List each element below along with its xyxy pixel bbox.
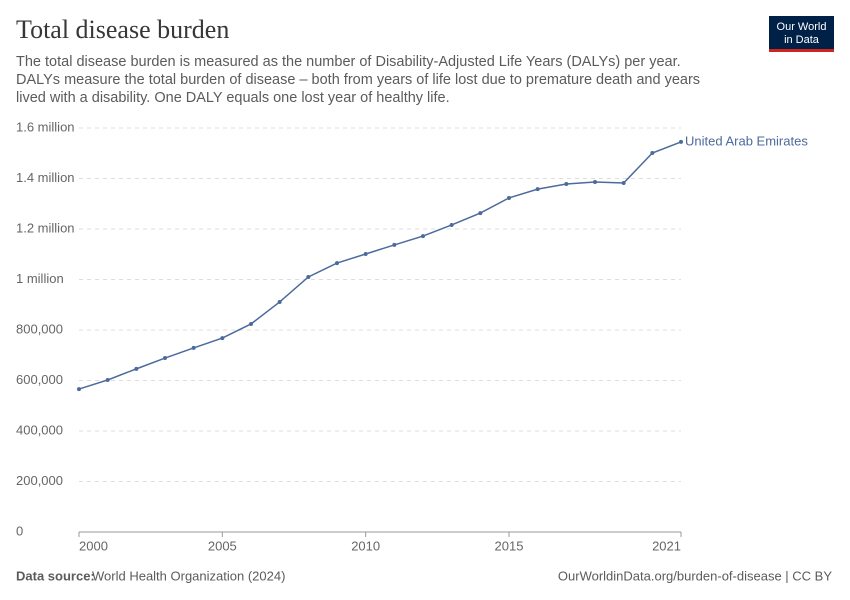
source-text: World Health Organization (2024) [92, 568, 285, 583]
point [564, 182, 569, 187]
y-tick-label: 400,000 [16, 422, 63, 437]
y-tick-label: 600,000 [16, 372, 63, 387]
y-tick-label: 0 [16, 523, 23, 538]
x-tick-label: 2015 [495, 538, 524, 553]
x-tick-label: 2005 [208, 538, 237, 553]
point [105, 377, 110, 382]
point [478, 211, 483, 216]
logo-bar [769, 49, 834, 52]
point [507, 195, 511, 200]
point [306, 274, 311, 279]
x-tick-label: 2010 [351, 538, 380, 553]
point [363, 251, 368, 256]
x-tick-label: 2021 [652, 538, 681, 553]
point [249, 321, 253, 326]
point [650, 150, 655, 155]
point [679, 139, 683, 144]
point [392, 242, 397, 247]
logo-text: Our World [777, 21, 827, 33]
y-tick-label: 1.6 million [16, 119, 75, 134]
y-tick-label: 1.4 million [16, 170, 75, 185]
chart-title: Total disease burden [16, 15, 229, 44]
point [449, 222, 454, 227]
point [593, 180, 597, 185]
point [277, 299, 282, 304]
source-label: Data source: [16, 568, 95, 583]
source-url[interactable]: OurWorldinData.org/burden-of-disease | C… [558, 568, 832, 583]
point [421, 234, 425, 239]
point [220, 336, 225, 341]
logo-text: in Data [784, 34, 820, 46]
subtitle-line: The total disease burden is measured as … [16, 54, 681, 70]
point [335, 261, 339, 266]
series-label: United Arab Emirates [685, 133, 808, 148]
point [134, 366, 139, 371]
point [77, 387, 81, 392]
y-tick-label: 1 million [16, 271, 64, 286]
x-tick-label: 2000 [79, 538, 108, 553]
point [191, 345, 196, 350]
point [535, 187, 540, 192]
point [621, 181, 626, 186]
point [163, 356, 167, 361]
y-tick-label: 200,000 [16, 473, 63, 488]
logo-box[interactable] [769, 16, 834, 52]
y-tick-label: 1.2 million [16, 220, 75, 235]
y-tick-label: 800,000 [16, 321, 63, 336]
line-series [78, 141, 682, 390]
subtitle-line: lived with a disability. One DALY equals… [16, 90, 450, 106]
subtitle-line: DALYs measure the total burden of diseas… [16, 72, 700, 88]
